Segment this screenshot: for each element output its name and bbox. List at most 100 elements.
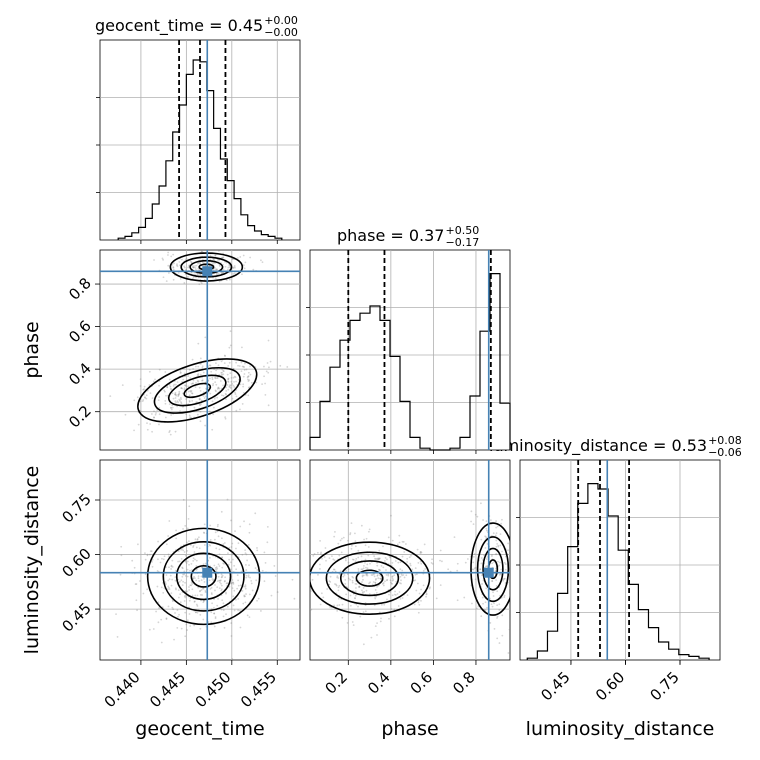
sample-point xyxy=(256,599,258,602)
sample-point xyxy=(391,577,394,580)
sample-point xyxy=(182,378,185,381)
sample-point xyxy=(213,612,216,615)
sample-point xyxy=(514,581,516,583)
sample-point xyxy=(229,384,232,387)
contour-level xyxy=(183,382,212,399)
sample-point xyxy=(225,386,228,389)
sample-point xyxy=(379,620,382,623)
panels: 0.440 0.445 0.450 0.455 0.2 0.4 0.6 0.8 0.45 0.60… xyxy=(58,39,721,711)
sample-point xyxy=(216,586,219,589)
sample-point xyxy=(184,575,187,577)
sample-point xyxy=(244,362,246,365)
panel-frame xyxy=(519,459,721,661)
sample-point xyxy=(243,595,246,598)
sample-point xyxy=(414,567,417,570)
sample-point xyxy=(203,523,206,526)
sample-point xyxy=(180,548,183,551)
sample-point xyxy=(480,562,483,565)
sample-point xyxy=(182,580,185,583)
sample-point xyxy=(246,559,248,562)
sample-point xyxy=(244,587,247,590)
sample-point xyxy=(348,612,350,615)
sample-point xyxy=(177,395,180,398)
sample-point xyxy=(199,398,201,401)
sample-point xyxy=(367,554,370,557)
sample-point xyxy=(229,387,232,389)
sample-point xyxy=(418,603,421,606)
sample-point xyxy=(161,606,164,608)
sample-point xyxy=(247,380,250,382)
sample-point xyxy=(180,258,183,261)
sample-point xyxy=(230,582,233,584)
sample-point xyxy=(249,256,252,259)
sample-point xyxy=(238,365,241,367)
sample-point xyxy=(219,581,221,584)
sample-point xyxy=(191,358,194,361)
sample-point xyxy=(208,543,211,546)
sample-point xyxy=(164,371,167,373)
sample-point xyxy=(261,261,264,264)
sample-point xyxy=(202,601,205,604)
sample-point xyxy=(312,554,315,557)
sample-point xyxy=(371,574,374,576)
sample-point xyxy=(349,532,352,534)
sample-point xyxy=(243,520,245,523)
sample-point xyxy=(146,553,149,556)
sample-point xyxy=(249,365,251,368)
sample-point xyxy=(196,373,199,376)
sample-point xyxy=(231,658,234,660)
sample-point xyxy=(191,264,194,267)
sample-point xyxy=(165,617,168,620)
sample-point xyxy=(192,266,195,269)
sample-point xyxy=(260,610,262,612)
sample-point xyxy=(391,575,394,578)
sample-point xyxy=(241,273,243,276)
sample-point xyxy=(177,271,180,274)
sample-point xyxy=(182,498,185,501)
sample-point xyxy=(247,378,249,381)
sample-point xyxy=(341,603,344,606)
sample-point xyxy=(430,562,433,564)
sample-point xyxy=(198,403,201,406)
sample-point xyxy=(406,594,409,597)
sample-point xyxy=(484,565,487,568)
sample-point xyxy=(218,265,221,267)
sample-point xyxy=(195,611,197,614)
sample-point xyxy=(220,272,223,275)
sample-point xyxy=(193,624,196,627)
sample-point xyxy=(214,254,217,257)
sample-point xyxy=(237,584,240,587)
sample-point xyxy=(497,544,500,547)
diag-panel-luminosity_distance xyxy=(516,459,721,661)
ylabel-phase: phase xyxy=(21,321,43,378)
sample-point xyxy=(248,531,251,534)
sample-point xyxy=(209,258,212,261)
sample-point xyxy=(399,582,401,584)
sample-point xyxy=(335,583,337,586)
sample-point xyxy=(196,605,199,607)
sample-point xyxy=(209,587,212,590)
sample-point xyxy=(210,611,213,614)
sample-point xyxy=(174,383,177,386)
sample-point xyxy=(357,570,360,573)
sample-point xyxy=(504,555,507,558)
sample-point xyxy=(158,406,161,409)
sample-point xyxy=(168,383,171,386)
sample-point xyxy=(197,536,200,539)
sample-point xyxy=(212,413,215,416)
sample-point xyxy=(235,361,238,364)
sample-point xyxy=(388,593,390,596)
sample-point xyxy=(250,579,253,582)
sample-point xyxy=(183,387,186,390)
sample-point xyxy=(264,382,266,385)
sample-point xyxy=(472,523,475,526)
sample-point xyxy=(214,254,217,257)
sample-point xyxy=(192,546,194,548)
sample-point xyxy=(224,265,227,268)
sample-point xyxy=(179,410,181,413)
diag-panel-geocent_time xyxy=(96,39,301,241)
sample-point xyxy=(214,262,216,265)
sample-point xyxy=(394,590,396,593)
sample-point xyxy=(216,387,219,390)
sample-point xyxy=(486,529,488,532)
